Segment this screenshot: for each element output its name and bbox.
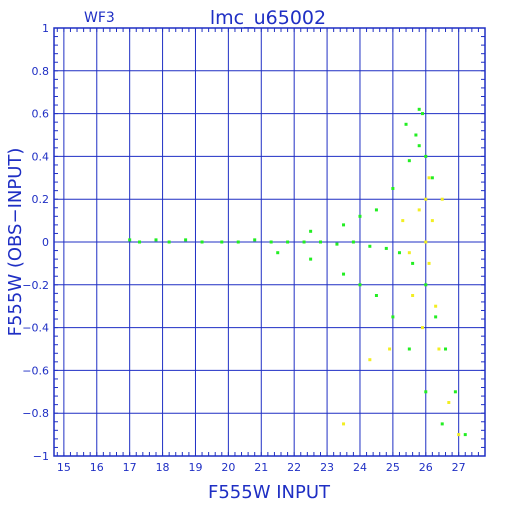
x-tick-label: 21: [254, 461, 268, 474]
data-point: [427, 261, 431, 265]
x-tick-label: 17: [123, 461, 137, 474]
data-point: [391, 315, 395, 319]
data-points: [128, 107, 467, 437]
data-point: [342, 223, 346, 227]
data-point: [351, 240, 355, 244]
data-point: [411, 294, 415, 297]
y-tick-label: −0.6: [22, 364, 49, 377]
data-point: [407, 159, 411, 163]
data-point: [430, 176, 434, 180]
x-axis-label: F555W INPUT: [208, 482, 331, 503]
data-point: [167, 240, 171, 244]
grid-lines: [54, 27, 485, 457]
data-point: [286, 240, 290, 244]
data-point: [384, 246, 388, 250]
data-point: [184, 238, 188, 242]
x-tick-label: 25: [386, 461, 400, 474]
data-point: [437, 347, 441, 351]
data-point: [253, 238, 257, 242]
data-point: [269, 240, 273, 244]
y-tick-label: −0.4: [22, 322, 49, 335]
data-point: [457, 433, 461, 437]
data-point: [318, 240, 322, 244]
x-tick-label: 15: [57, 461, 71, 474]
y-tick-label: 0.4: [32, 150, 50, 163]
data-point: [424, 197, 428, 201]
data-point: [407, 251, 411, 255]
x-tick-label: 20: [221, 461, 235, 474]
y-tick-label: 0.8: [32, 65, 50, 78]
data-point: [309, 257, 313, 261]
data-point: [420, 326, 424, 330]
panel-label: WF3: [84, 10, 115, 26]
y-axis-label: F555W (OBS−INPUT): [5, 148, 26, 337]
chart-title: lmc_u65002: [210, 7, 326, 29]
data-point: [401, 219, 405, 223]
data-point: [430, 219, 434, 223]
data-point: [388, 347, 392, 351]
data-point: [154, 238, 158, 242]
data-point: [407, 347, 411, 351]
data-point: [440, 422, 444, 426]
x-tick-label: 27: [452, 461, 466, 474]
data-point: [374, 208, 378, 212]
y-tick-label: −1: [33, 450, 49, 463]
x-tick-label: 22: [287, 461, 301, 474]
data-point: [444, 347, 448, 351]
data-point: [368, 358, 372, 362]
data-point: [342, 422, 346, 426]
data-point: [453, 390, 457, 394]
data-point: [420, 112, 424, 116]
data-point: [128, 238, 132, 242]
data-point: [417, 107, 421, 111]
data-point: [463, 433, 467, 437]
data-point: [447, 401, 451, 404]
x-tick-label: 18: [156, 461, 170, 474]
y-tick-label: 1: [42, 22, 49, 35]
data-point: [220, 240, 224, 244]
data-point: [414, 133, 418, 137]
y-tick-label: 0: [42, 236, 49, 249]
tick-marks: [54, 27, 486, 457]
data-point: [417, 144, 421, 148]
data-point: [374, 294, 378, 297]
data-point: [391, 187, 395, 190]
y-tick-label: −0.8: [22, 407, 49, 420]
data-point: [309, 229, 313, 233]
y-tick-labels: −1 −0.8 −0.6 −0.4 −0.2 0 0.2 0.4 0.6 0.8 1: [22, 22, 49, 463]
data-point: [434, 304, 438, 308]
y-tick-label: 0.2: [32, 193, 50, 206]
x-tick-label: 19: [188, 461, 202, 474]
data-point: [342, 272, 346, 276]
data-point: [404, 122, 408, 126]
data-point: [424, 390, 428, 394]
data-point: [424, 240, 428, 244]
data-point: [302, 240, 306, 244]
data-point: [411, 261, 415, 265]
data-point: [358, 283, 362, 287]
data-point: [368, 244, 372, 248]
data-point: [138, 240, 142, 244]
data-point: [236, 240, 240, 244]
data-point: [440, 197, 444, 201]
data-point: [424, 154, 428, 158]
data-point: [358, 214, 362, 218]
data-point: [427, 176, 431, 180]
data-point: [434, 315, 438, 319]
data-point: [417, 208, 421, 212]
y-tick-label: −0.2: [22, 279, 49, 292]
x-tick-label: 23: [320, 461, 334, 474]
data-point: [276, 251, 280, 255]
x-tick-label: 16: [90, 461, 104, 474]
data-point: [335, 242, 339, 246]
data-point: [397, 251, 401, 255]
data-point: [424, 283, 428, 287]
x-tick-labels: 15 16 17 18 19 20 21 22 23 24 25 26 27: [57, 461, 466, 474]
data-point: [200, 240, 204, 244]
x-tick-label: 26: [419, 461, 433, 474]
y-tick-label: 0.6: [32, 108, 50, 121]
x-tick-label: 24: [353, 461, 367, 474]
